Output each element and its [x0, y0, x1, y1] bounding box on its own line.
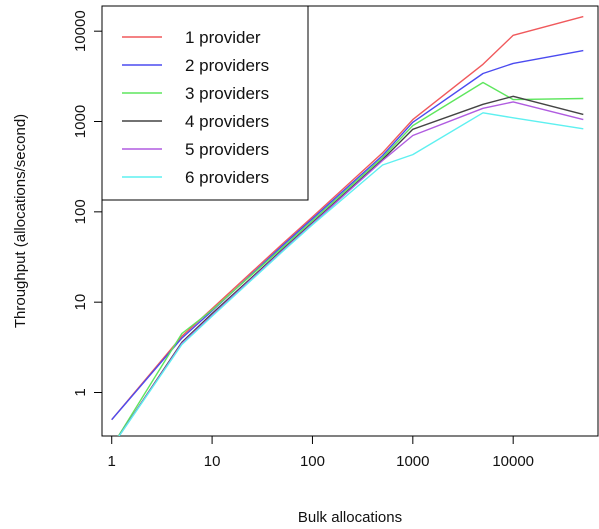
y-tick-label: 10 — [72, 294, 89, 311]
series-line — [118, 101, 584, 436]
legend-label: 3 providers — [185, 84, 269, 103]
x-tick-label: 1 — [108, 453, 116, 470]
x-tick-label: 10 — [204, 453, 221, 470]
legend: 1 provider 2 providers 3 providers 4 provid… — [101, 5, 309, 201]
series-line — [117, 81, 584, 436]
y-axis: 1 10 100 1000 10000 — [72, 10, 102, 397]
legend-label: 6 providers — [185, 168, 269, 187]
x-tick-label: 10000 — [492, 453, 534, 470]
legend-label: 2 providers — [185, 56, 269, 75]
y-tick-label: 100 — [72, 199, 89, 224]
x-axis: 1 10 100 1000 10000 — [108, 436, 534, 470]
legend-label: 5 providers — [185, 140, 269, 159]
x-axis-label: Bulk allocations — [298, 509, 402, 526]
y-axis-label: Throughput (allocations/second) — [12, 114, 29, 328]
series-line — [118, 95, 584, 436]
legend-box — [101, 5, 309, 201]
series-lines — [111, 15, 584, 436]
y-tick-label: 1000 — [72, 105, 89, 138]
y-tick-label: 1 — [72, 388, 89, 396]
x-tick-label: 100 — [300, 453, 325, 470]
series-line — [111, 49, 584, 421]
x-tick-label: 1000 — [396, 453, 429, 470]
legend-label: 4 providers — [185, 112, 269, 131]
y-tick-label: 10000 — [72, 10, 89, 52]
plot-frame — [101, 5, 599, 437]
series-line — [118, 112, 584, 436]
legend-label: 1 provider — [185, 28, 261, 47]
